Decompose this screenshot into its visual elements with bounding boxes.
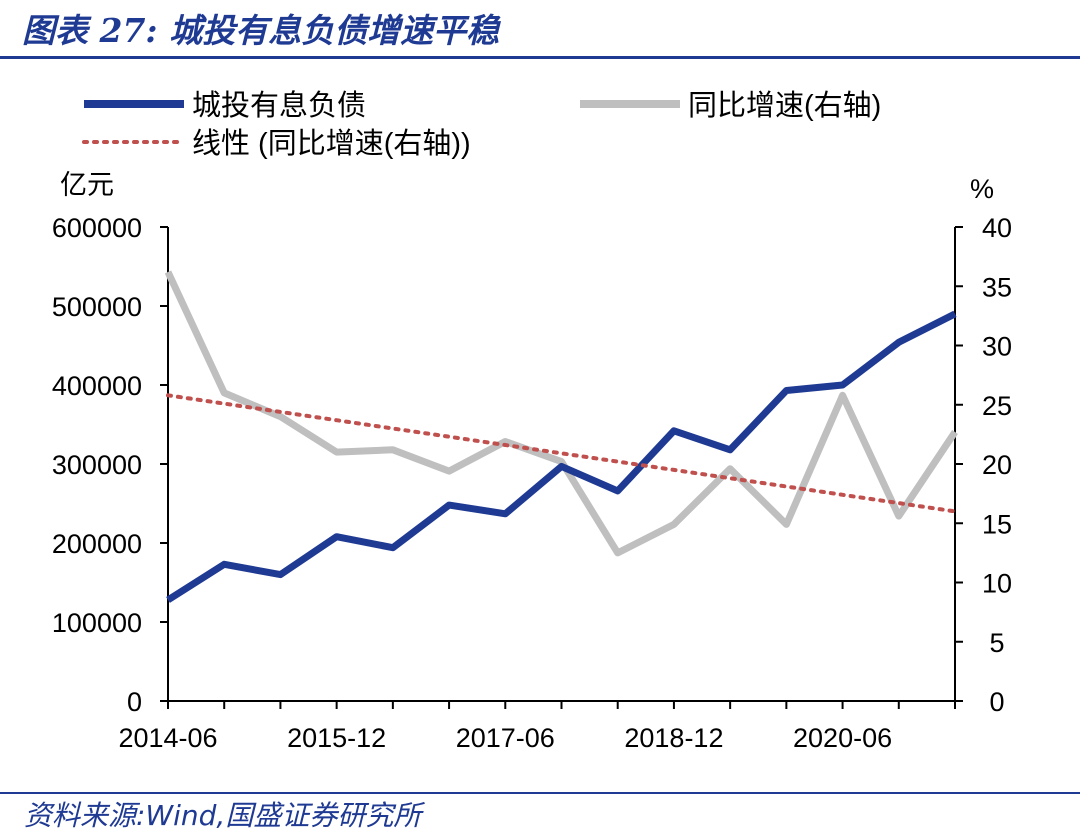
right-tick-label: 15 — [982, 509, 1012, 539]
right-axis-unit: % — [970, 174, 994, 204]
legend-label-2: 同比增速(右轴) — [688, 89, 881, 122]
left-tick-label: 500000 — [52, 292, 142, 322]
legend-label-3: 线性 (同比增速(右轴)) — [192, 127, 471, 160]
right-tick-label: 5 — [989, 628, 1004, 658]
right-tick-label: 40 — [982, 213, 1012, 243]
left-tick-label: 300000 — [52, 450, 142, 480]
title-divider — [0, 56, 1080, 59]
x-tick-label: 2015-12 — [287, 723, 386, 753]
series-line-3 — [166, 393, 957, 514]
chart-title: 图表 27: 城投有息负债增速平稳 — [22, 11, 500, 50]
right-tick-label: 30 — [982, 332, 1012, 362]
series-line-2 — [164, 270, 958, 557]
right-tick-label: 10 — [982, 569, 1012, 599]
left-tick-label: 100000 — [52, 608, 142, 638]
legend-label-1: 城投有息负债 — [192, 89, 366, 122]
right-tick-label: 25 — [982, 391, 1012, 421]
footer-divider — [0, 792, 1080, 794]
left-axis-unit: 亿元 — [60, 170, 114, 200]
series-line-1 — [166, 310, 957, 603]
source-note: 资料来源:Wind,国盛证券研究所 — [24, 799, 422, 832]
right-tick-label: 0 — [989, 687, 1004, 717]
left-tick-label: 600000 — [52, 213, 142, 243]
x-tick-label: 2017-06 — [456, 723, 555, 753]
series-layer — [164, 270, 958, 603]
x-tick-label: 2018-12 — [624, 723, 723, 753]
left-tick-label: 400000 — [52, 371, 142, 401]
left-tick-label: 200000 — [52, 529, 142, 559]
x-tick-label: 2014-06 — [118, 723, 217, 753]
left-tick-label: 0 — [127, 687, 142, 717]
right-tick-label: 35 — [982, 272, 1012, 302]
axes: 0 100000 200000 300000 400000 500000 600000 0 5 1… — [52, 170, 1012, 753]
x-tick-label: 2020-06 — [793, 723, 892, 753]
legend: 城投有息负债 同比增速(右轴) 线性 (同比增速(右轴)) — [82, 89, 881, 160]
right-tick-label: 20 — [982, 450, 1012, 480]
dual-axis-line-chart: 城投有息负债 同比增速(右轴) 线性 (同比增速(右轴)) 0 100000 20000… — [52, 89, 1012, 753]
